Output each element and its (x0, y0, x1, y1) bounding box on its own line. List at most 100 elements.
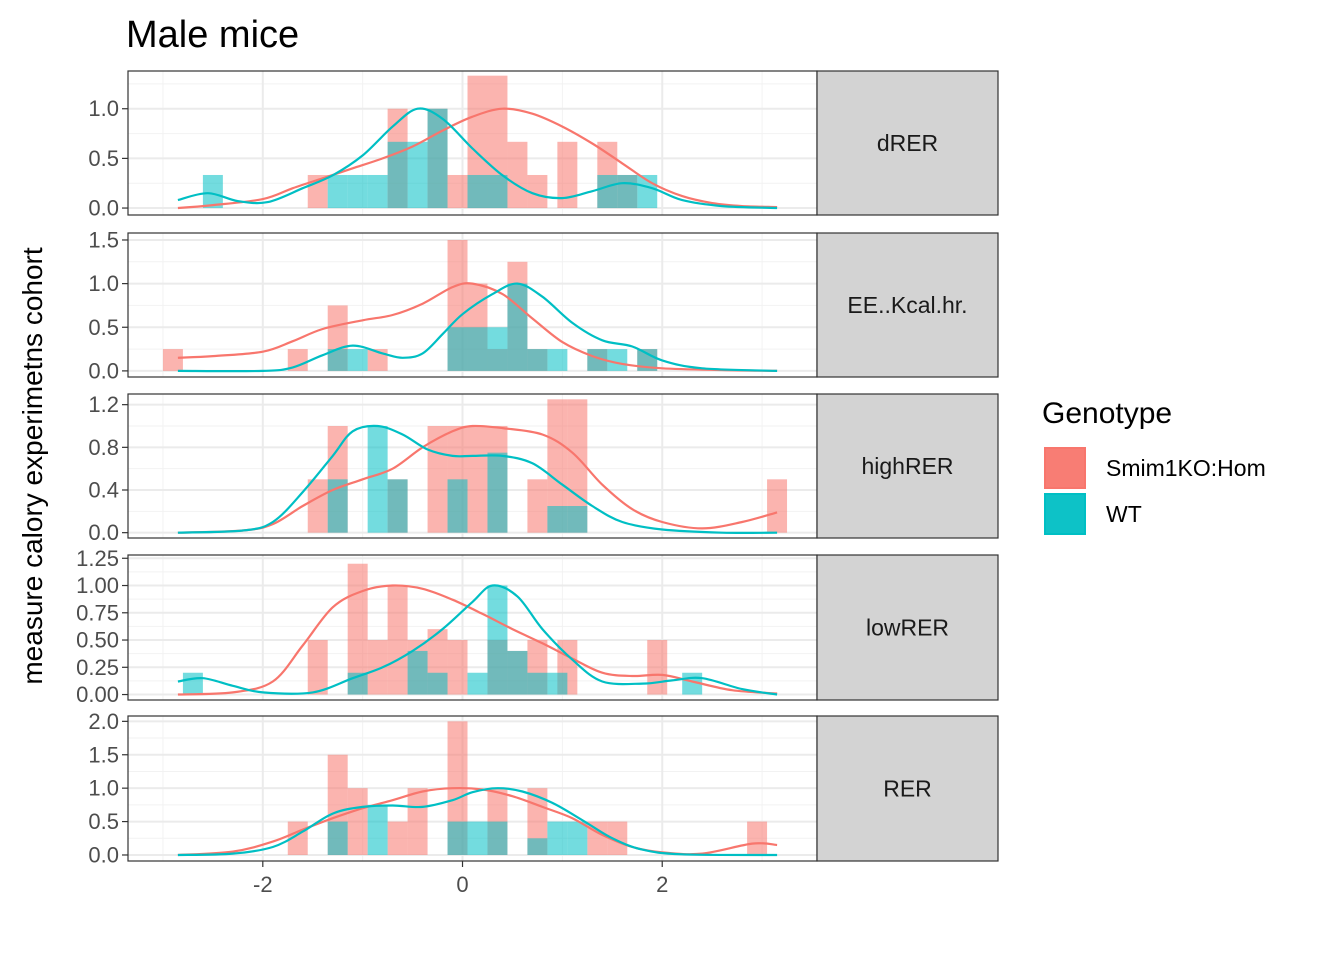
histogram-bar-Smim1KO:Hom (347, 563, 368, 695)
histogram-bar-WT (597, 174, 618, 209)
histogram-bar-Smim1KO:Hom (307, 640, 328, 695)
y-tick-label: 1.5 (88, 742, 119, 767)
y-tick-label: 0.4 (88, 478, 119, 503)
y-tick-label: 1.5 (88, 227, 119, 252)
histogram-bar-Smim1KO:Hom (547, 399, 568, 533)
histogram-bar-WT (427, 672, 448, 695)
histogram-bar-WT (367, 426, 388, 533)
facet-strip (816, 232, 999, 378)
legend: Genotype Smim1KO:Hom WT (1042, 397, 1266, 536)
y-tick-label: 0.50 (76, 628, 119, 653)
legend-label: Smim1KO:Hom (1106, 455, 1266, 481)
histogram-bar-WT (507, 650, 528, 695)
histogram-bar-WT (347, 349, 368, 371)
y-tick-label: 0.5 (88, 315, 119, 340)
histogram-bar-WT (617, 174, 638, 209)
histogram-bar-Smim1KO:Hom (367, 640, 388, 695)
histogram-bar-WT (347, 174, 368, 209)
density-curve-Smim1KO:Hom (177, 282, 778, 372)
y-tick-label: 0.5 (88, 809, 119, 834)
y-axis-title: measure calory experimetns cohort (17, 247, 48, 685)
y-tick-label: 0.25 (76, 655, 119, 680)
histogram-bar-Smim1KO:Hom (527, 479, 548, 533)
histogram-bar-Smim1KO:Hom (467, 426, 488, 533)
facet-strip (816, 715, 999, 862)
y-tick-label: 0.0 (88, 520, 119, 545)
facet-panel-RER: 0.0 0.5 1.0 1.5 2.0 RER (88, 709, 999, 867)
histogram-bar-WT (407, 141, 428, 209)
histogram-bar-WT (407, 650, 428, 695)
histogram-bar-WT (447, 479, 468, 533)
facet-strip-label: RER (883, 776, 932, 802)
y-tick-label: 1.0 (88, 776, 119, 801)
density-curve-WT (177, 107, 778, 210)
legend-label: WT (1106, 501, 1142, 527)
density-curve-WT (177, 787, 778, 857)
facet-panel-dRER: 0.0 0.5 1.0 dRER (88, 70, 999, 221)
legend-swatch-Smim1KO:Hom (1044, 447, 1086, 489)
facet-panel-lowRER: 0.000.250.50 0.751.001.25 lowRER (76, 546, 999, 707)
x-tick-label: 0 (456, 872, 468, 897)
histogram-bar-Smim1KO:Hom (767, 479, 788, 533)
histogram-bar-WT (427, 108, 448, 209)
y-tick-label: 0.0 (88, 842, 119, 867)
histogram-bar-WT (547, 506, 568, 533)
facet-strip-label: highRER (861, 453, 953, 479)
histogram-bar-Smim1KO:Hom (447, 174, 468, 209)
y-tick-label: 1.0 (88, 96, 119, 121)
histogram-bar-WT (547, 821, 568, 855)
histogram-bar-WT (487, 327, 508, 371)
histogram-bar-WT (367, 804, 388, 855)
facet-strip-label: lowRER (866, 615, 949, 641)
facet-panel-highRER: 0.0 0.4 0.8 1.2 highRER (88, 392, 999, 545)
histogram-bar-WT (327, 479, 348, 533)
histogram-bar-WT (387, 479, 408, 533)
legend-title: Genotype (1042, 397, 1172, 430)
density-curve-Smim1KO:Hom (177, 584, 778, 696)
y-tick-label: 1.0 (88, 271, 119, 296)
histogram-bar-WT (547, 349, 568, 371)
histogram-bar-WT (587, 349, 608, 371)
histogram-bar-WT (527, 349, 548, 371)
histogram-bar-Smim1KO:Hom (307, 479, 328, 533)
histogram-bar-Smim1KO:Hom (607, 821, 628, 855)
histogram-bar-WT (487, 821, 508, 855)
histogram-bar-Smim1KO:Hom (527, 788, 548, 855)
facet-panel-EE..Kcal.hr.: 0.0 0.5 1.0 1.5 EE..Kcal.hr. (88, 227, 999, 383)
histogram-bar-Smim1KO:Hom (427, 426, 448, 533)
histogram-bar-Smim1KO:Hom (387, 585, 408, 695)
histogram-bar-WT (487, 585, 508, 695)
density-curve-Smim1KO:Hom (177, 424, 778, 534)
histogram-bar-WT (527, 672, 548, 695)
y-tick-label: 1.00 (76, 573, 119, 598)
x-tick-label: 2 (656, 872, 668, 897)
histogram-bar-WT (527, 838, 548, 855)
histogram-bar-WT (637, 349, 658, 371)
y-tick-label: 0.0 (88, 196, 119, 221)
histogram-bar-WT (567, 821, 588, 855)
histogram-bar-Smim1KO:Hom (587, 821, 608, 855)
y-tick-label: 1.2 (88, 392, 119, 417)
y-tick-label: 2.0 (88, 709, 119, 734)
histogram-bar-WT (327, 821, 348, 855)
histogram-bar-WT (327, 349, 348, 371)
facet-strip (816, 393, 999, 539)
histogram-bar-Smim1KO:Hom (467, 75, 488, 209)
histogram-bar-Smim1KO:Hom (747, 821, 768, 855)
histogram-bar-WT (202, 174, 223, 209)
y-tick-label: 0.00 (76, 682, 119, 707)
facet-strip (816, 70, 999, 216)
histogram-bar-WT (182, 672, 203, 695)
histogram-bar-WT (547, 672, 568, 695)
density-curve-Smim1KO:Hom (177, 107, 778, 210)
x-tick-label: -2 (253, 872, 273, 897)
facet-panels: 0.00.51.0dRER0.00.51.01.5EE..Kcal.hr.0.0… (76, 70, 999, 867)
histogram-bar-WT (387, 141, 408, 209)
histogram-bar-WT (507, 283, 528, 371)
y-tick-label: 0.8 (88, 435, 119, 460)
facet-strip (816, 554, 999, 701)
x-axis: -2 0 2 (253, 861, 668, 897)
histogram-bar-Smim1KO:Hom (287, 349, 308, 371)
histogram-bar-Smim1KO:Hom (387, 821, 408, 855)
